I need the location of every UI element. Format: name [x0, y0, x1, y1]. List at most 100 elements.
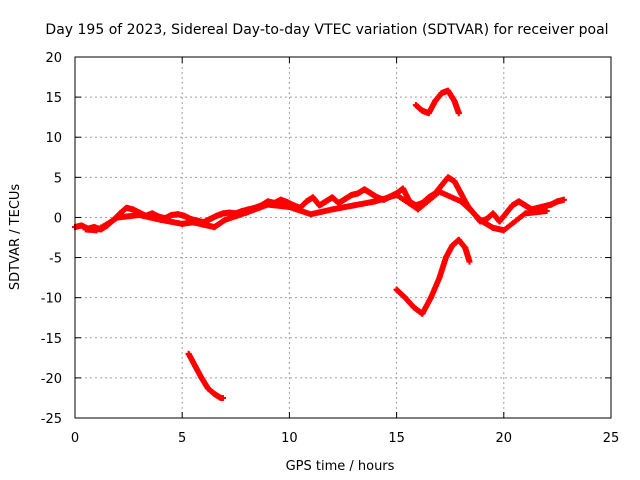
data-point [264, 201, 271, 208]
x-tick-label: 20 [496, 431, 513, 446]
data-point [303, 198, 310, 205]
data-point [502, 210, 509, 217]
data-point [168, 212, 175, 219]
data-point [400, 185, 407, 192]
data-point [515, 198, 522, 205]
data-point [500, 227, 507, 234]
data-point [355, 190, 362, 197]
data-point [335, 200, 342, 207]
data-point [393, 286, 400, 293]
data-points [72, 87, 567, 401]
data-point [455, 236, 462, 243]
x-axis-label: GPS time / hours [286, 459, 395, 474]
data-point [466, 258, 473, 265]
data-point [436, 274, 443, 281]
data-point [350, 202, 357, 209]
data-point [307, 211, 314, 218]
y-tick-label: 5 [54, 171, 62, 186]
y-tick-label: 10 [45, 131, 62, 146]
data-point [174, 211, 181, 218]
x-tick-label: 0 [71, 431, 79, 446]
data-point [442, 254, 449, 261]
data-point [479, 218, 486, 225]
data-point [342, 195, 349, 202]
data-point [226, 209, 233, 216]
ticks: 0 5 10 15 20 25 -25 -20 -15 -10 -5 0 5 10 15 20 [41, 51, 620, 446]
data-point [82, 226, 89, 233]
y-tick-label: 0 [54, 211, 62, 226]
data-point [129, 206, 136, 213]
data-point [455, 110, 462, 117]
data-point [509, 202, 516, 209]
data-point [329, 194, 336, 201]
data-point [219, 394, 226, 401]
x-tick-label: 10 [281, 431, 298, 446]
data-point [192, 362, 199, 369]
data-point [451, 178, 458, 185]
data-point [322, 198, 329, 205]
data-point [211, 224, 218, 231]
data-point [419, 107, 426, 114]
data-point [114, 214, 121, 221]
data-point [402, 294, 409, 301]
data-point [316, 202, 323, 209]
series-markers [393, 236, 473, 317]
data-point [449, 242, 456, 249]
data-point [348, 191, 355, 198]
y-axis-label: SDTVAR / TECUs [8, 184, 23, 291]
data-point [198, 374, 205, 381]
data-point [432, 98, 439, 105]
data-point [547, 201, 554, 208]
data-point [123, 204, 130, 211]
data-point [361, 186, 368, 193]
y-tick-label: 15 [45, 91, 62, 106]
data-point [457, 190, 464, 197]
x-tick-label: 15 [388, 431, 405, 446]
y-tick-label: -15 [41, 332, 62, 347]
data-point [136, 212, 143, 219]
data-point [445, 87, 452, 94]
data-point [445, 174, 452, 181]
y-tick-label: -10 [41, 292, 62, 307]
data-point [427, 294, 434, 301]
data-point [490, 210, 497, 217]
data-point [211, 390, 218, 397]
data-point [425, 110, 432, 117]
data-point [213, 212, 220, 219]
data-point [436, 188, 443, 195]
data-point [419, 310, 426, 317]
x-tick-label: 5 [178, 431, 186, 446]
data-point [181, 212, 188, 219]
chart-title: Day 195 of 2023, Sidereal Day-to-day VTE… [45, 22, 608, 38]
data-point [219, 210, 226, 217]
data-point [462, 244, 469, 251]
series-main-band-lower [82, 188, 550, 234]
y-tick-label: -5 [49, 252, 62, 267]
data-point [286, 204, 293, 211]
data-point [207, 216, 214, 223]
data-point [309, 194, 316, 201]
data-point [204, 385, 211, 392]
series-segment-b [393, 236, 473, 317]
data-point [157, 216, 164, 223]
data-point [438, 182, 445, 189]
data-point [393, 191, 400, 198]
data-point [179, 220, 186, 227]
series-segment-c [412, 87, 462, 117]
data-point [93, 227, 100, 234]
data-point [543, 208, 550, 215]
data-point [438, 90, 445, 97]
data-point [457, 198, 464, 205]
data-point [522, 210, 529, 217]
data-point [185, 350, 192, 357]
data-point [554, 198, 561, 205]
data-point [451, 98, 458, 105]
data-point [277, 196, 284, 203]
series-segment-a [185, 350, 226, 401]
series-markers [185, 350, 226, 401]
data-point [372, 198, 379, 205]
y-tick-label: -25 [41, 412, 62, 427]
data-point [415, 206, 422, 213]
grid [75, 57, 611, 418]
data-point [222, 216, 229, 223]
